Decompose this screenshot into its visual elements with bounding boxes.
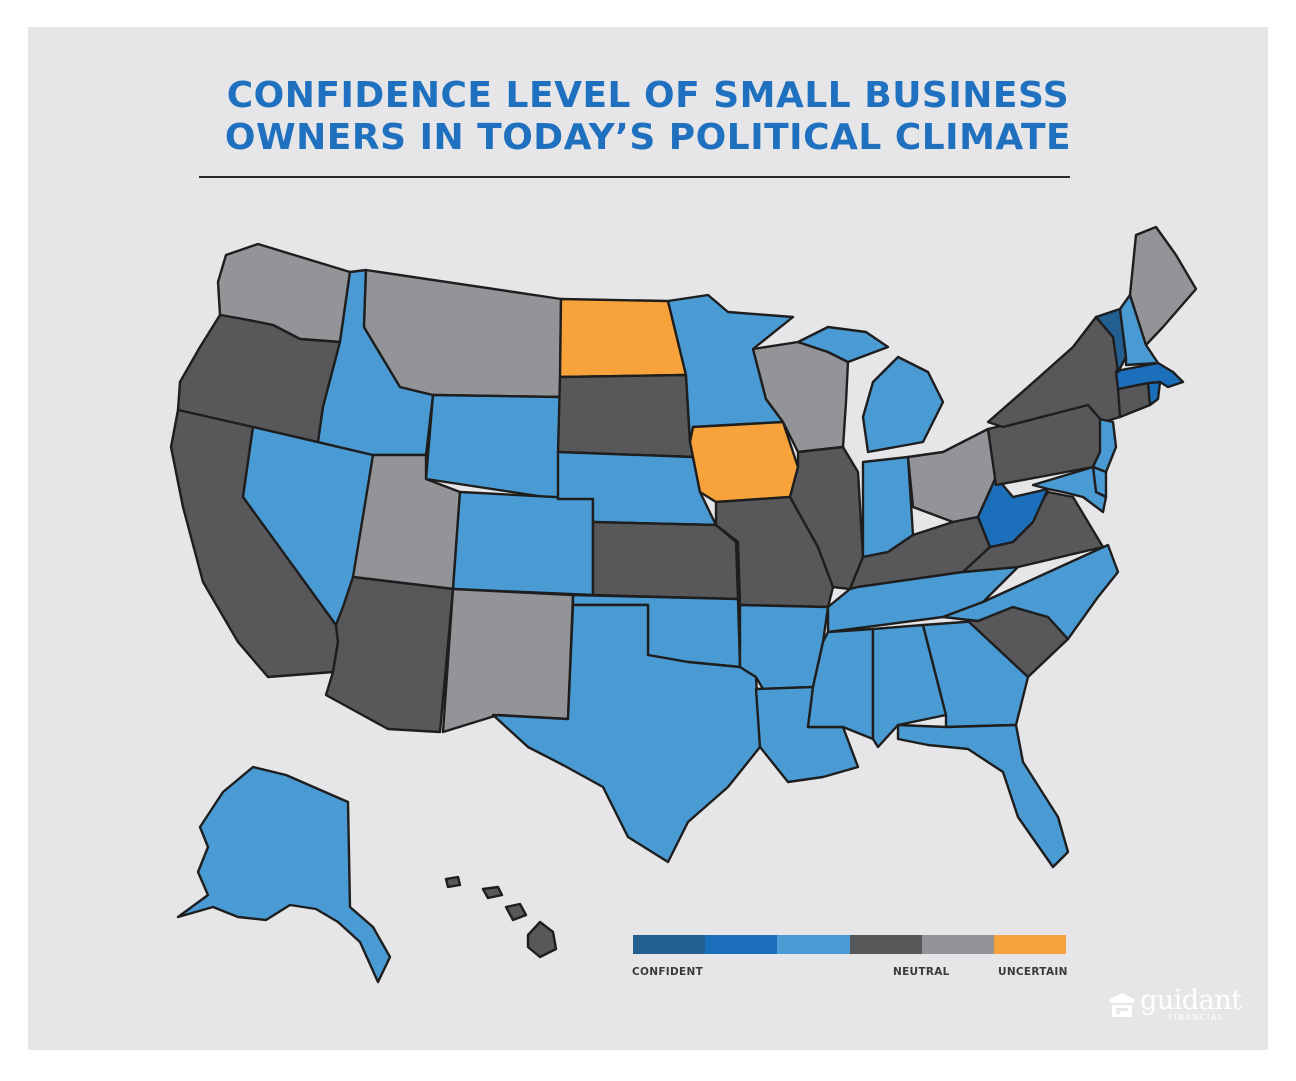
logo-wordmark: guidant <box>1140 985 1242 1016</box>
state-michigan <box>796 325 945 454</box>
state-illinois <box>788 445 865 591</box>
state-florida <box>896 723 1070 869</box>
legend-swatch-6 <box>993 935 1067 954</box>
legend-bar <box>633 935 1067 954</box>
state-new-mexico <box>441 587 575 734</box>
state-maine <box>1128 225 1198 347</box>
state-colorado <box>451 490 595 597</box>
state-alaska <box>176 765 392 984</box>
state-texas <box>491 603 762 864</box>
legend-swatch-2 <box>705 935 778 954</box>
state-kansas <box>591 520 740 601</box>
state-montana <box>362 268 563 399</box>
state-rhode-island <box>1146 380 1162 407</box>
legend-swatch-3 <box>777 935 850 954</box>
legend-swatch-5 <box>921 935 994 954</box>
state-massachusetts <box>1114 361 1185 391</box>
title-line-1: CONFIDENCE LEVEL OF SMALL BUSINESS <box>226 75 1070 116</box>
title-divider <box>199 176 1070 178</box>
state-new-york <box>986 315 1122 429</box>
legend-label-confident: CONFIDENT <box>632 966 704 978</box>
legend-label-uncertain: UNCERTAIN <box>998 966 1068 978</box>
state-maryland <box>1031 465 1108 514</box>
legend-swatch-1 <box>633 935 706 954</box>
state-arizona <box>324 575 455 734</box>
legend-label-neutral: NEUTRAL <box>893 966 950 978</box>
state-south-dakota <box>556 373 695 459</box>
guidant-logo-mark-icon <box>1110 993 1134 1017</box>
infographic-panel: CONFIDENCE LEVEL OF SMALL BUSINESS OWNER… <box>28 27 1268 1050</box>
state-vermont <box>1094 307 1128 374</box>
legend-swatch-4 <box>849 935 922 954</box>
guidant-logo: guidant FINANCIAL <box>1108 985 1248 1023</box>
page-title: CONFIDENCE LEVEL OF SMALL BUSINESS OWNER… <box>28 75 1268 159</box>
logo-subtitle: FINANCIAL <box>1168 1013 1224 1022</box>
state-north-carolina <box>941 543 1120 641</box>
state-iowa <box>688 420 800 504</box>
us-map <box>169 225 1198 984</box>
title-line-2: OWNERS IN TODAY’S POLITICAL CLIMATE <box>224 117 1072 158</box>
state-hawaii <box>444 875 558 959</box>
state-wyoming <box>424 393 562 501</box>
state-north-dakota <box>558 297 688 379</box>
